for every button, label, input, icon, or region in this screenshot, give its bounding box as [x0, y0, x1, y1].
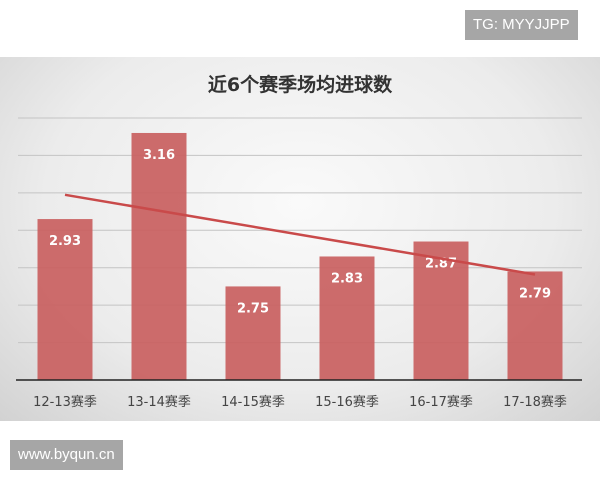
watermark-bottom: www.byqun.cn: [10, 440, 123, 470]
bar: [413, 241, 469, 380]
category-label: 16-17赛季: [409, 394, 473, 410]
data-label: 2.79: [519, 286, 551, 301]
bar: [225, 286, 281, 380]
bar: [319, 256, 375, 380]
category-label: 12-13赛季: [33, 394, 97, 410]
chart-title: 近6个赛季场均进球数: [207, 74, 393, 96]
category-label: 15-16赛季: [315, 394, 379, 410]
data-label: 2.83: [331, 271, 363, 286]
bar: [37, 219, 93, 380]
data-label: 3.16: [143, 148, 175, 163]
data-label: 2.75: [237, 301, 269, 316]
category-label: 13-14赛季: [127, 394, 191, 410]
bar: [131, 132, 187, 380]
category-label: 14-15赛季: [221, 394, 285, 410]
category-label: 17-18赛季: [503, 394, 567, 410]
bar: [507, 271, 563, 380]
trend-line: [64, 193, 536, 276]
data-label: 2.93: [49, 234, 81, 249]
watermark-top: TG: MYYJJPP: [465, 10, 578, 40]
